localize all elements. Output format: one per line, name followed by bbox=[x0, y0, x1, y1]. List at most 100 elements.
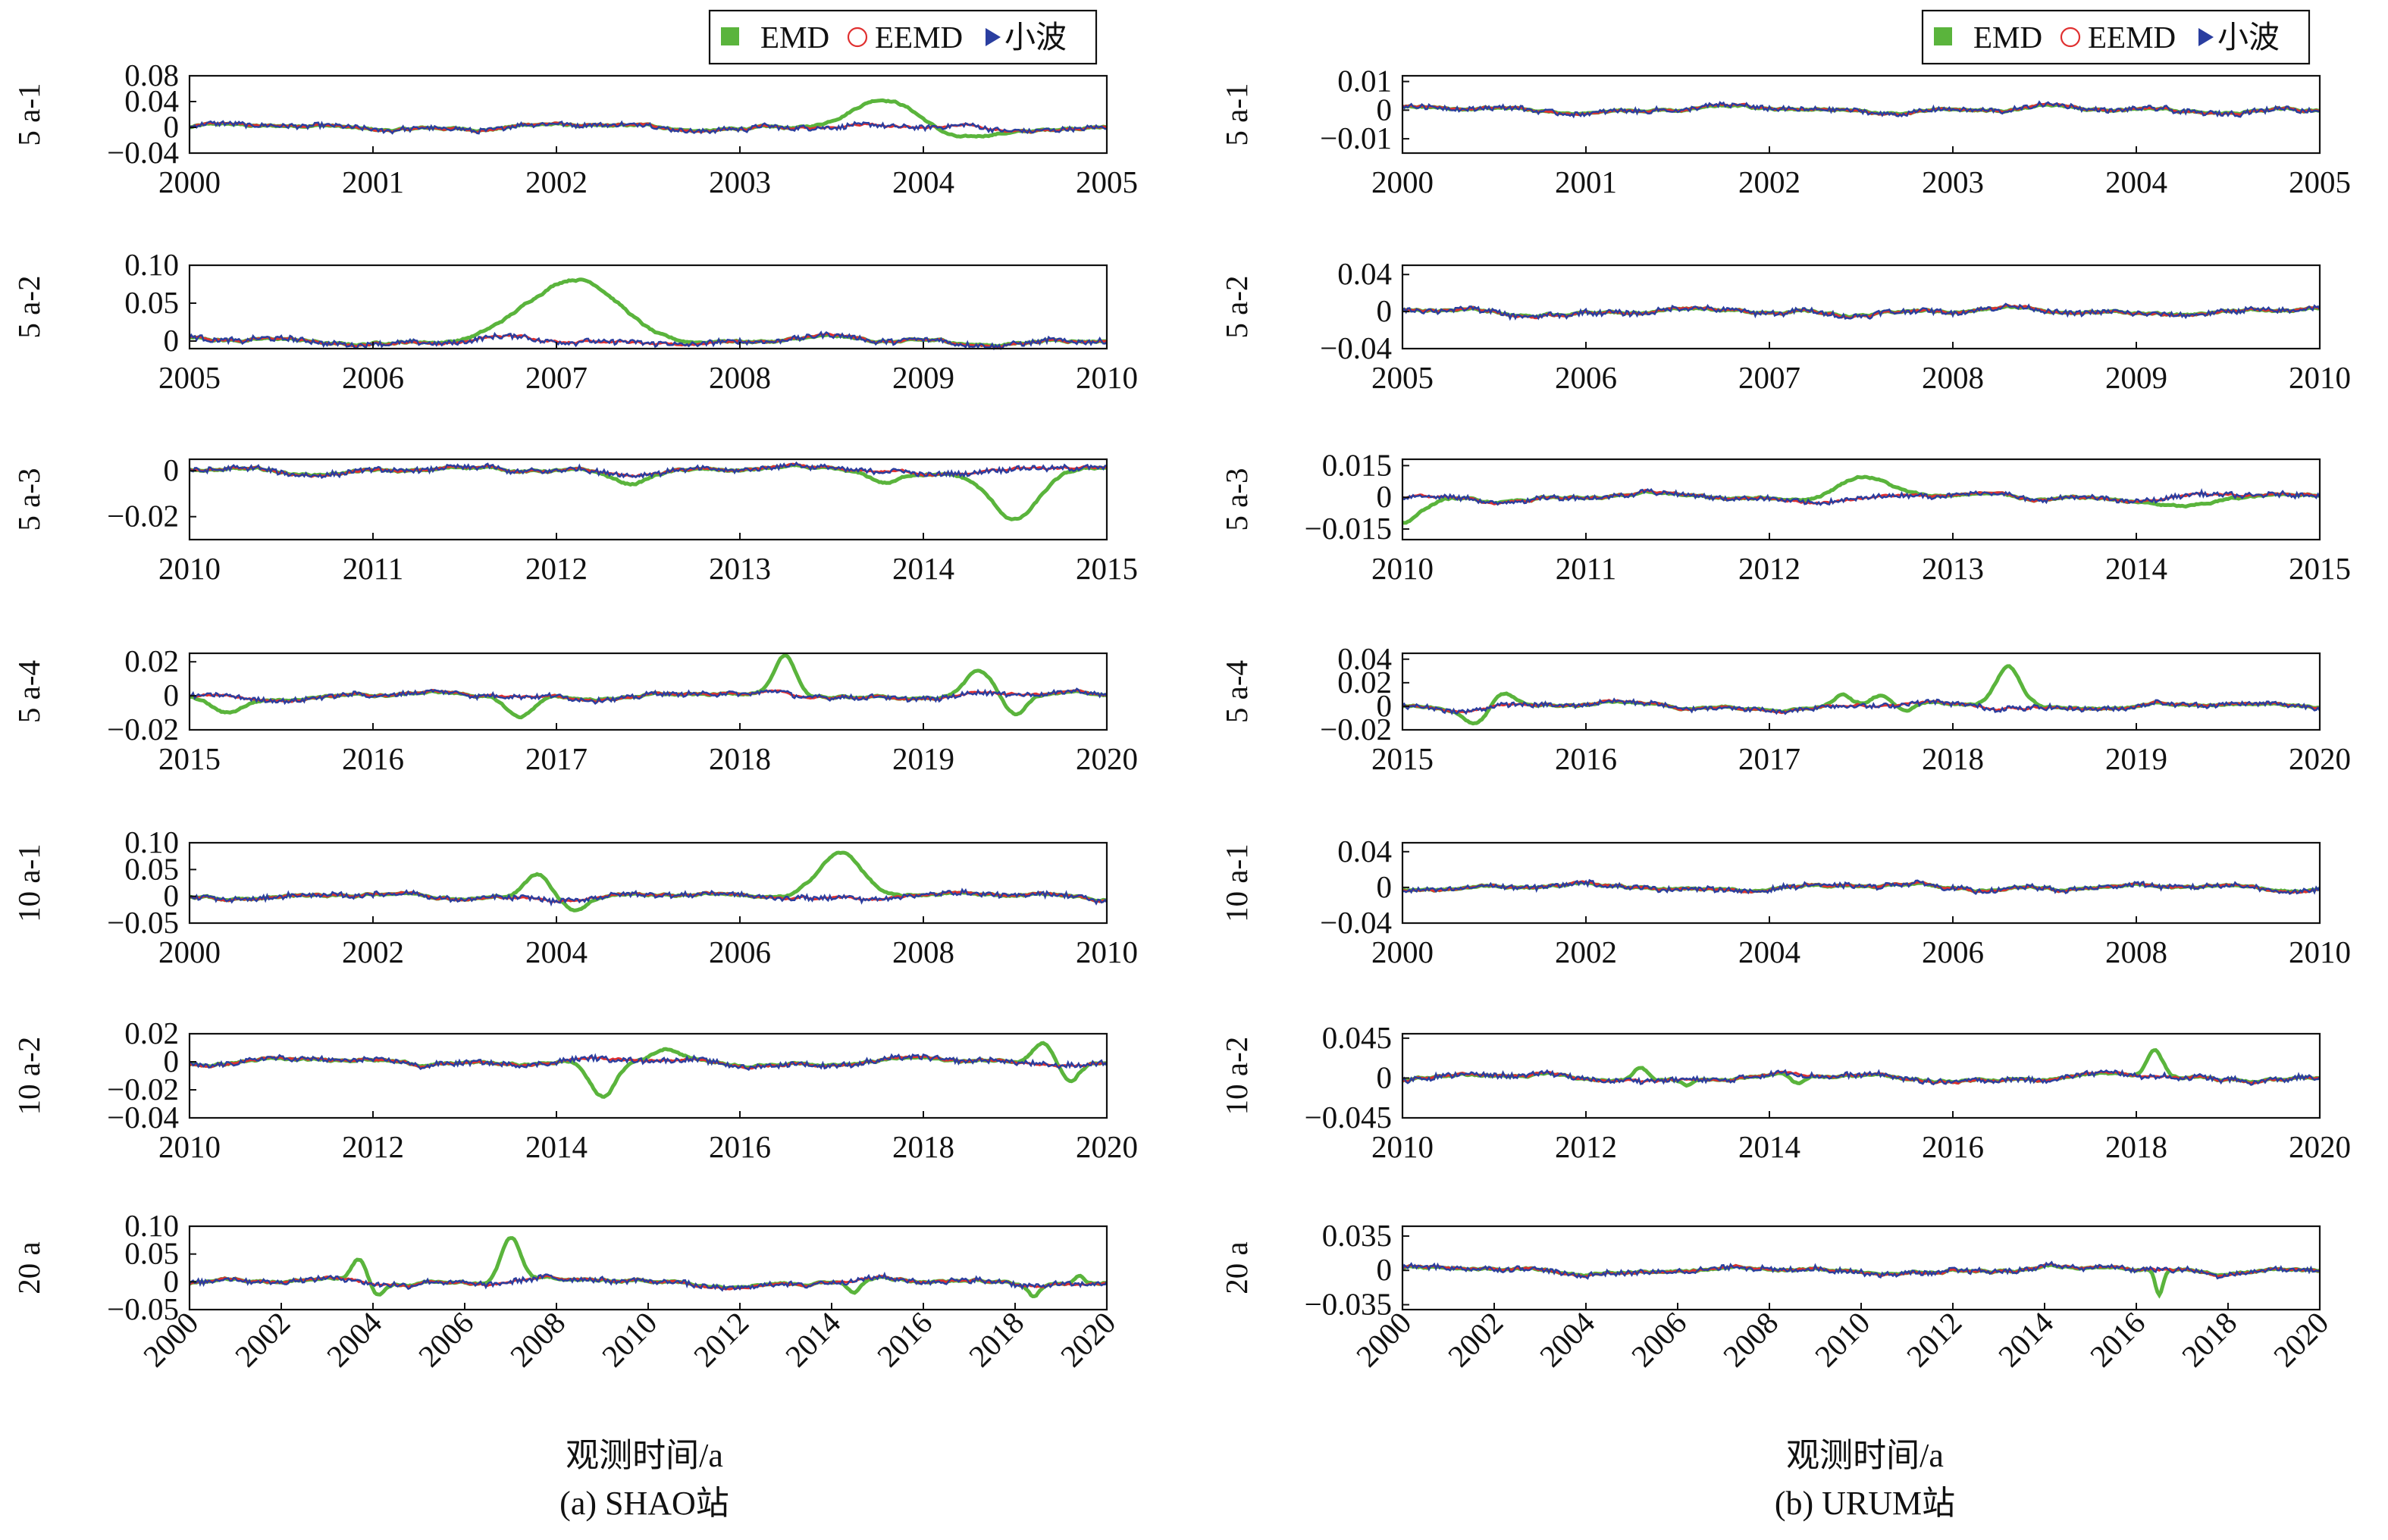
x-tick-label: 2014 bbox=[525, 1129, 588, 1164]
x-tick-label: 2010 bbox=[1808, 1305, 1877, 1374]
y-tick-label: 0 bbox=[164, 452, 180, 487]
series-emd-line bbox=[189, 277, 1108, 349]
series-wavelet-line bbox=[189, 887, 1108, 907]
y-tick-label: −0.04 bbox=[107, 135, 179, 170]
y-tick-label: 0.04 bbox=[1337, 641, 1392, 676]
y-tick-label: 0.04 bbox=[1337, 256, 1392, 291]
x-tick-label: 2015 bbox=[1076, 551, 1138, 586]
legend-right-frame bbox=[1921, 9, 2311, 65]
plot-frame bbox=[188, 652, 1108, 731]
x-tick-label: 2010 bbox=[158, 1129, 221, 1164]
x-tick-label: 2010 bbox=[595, 1305, 664, 1374]
series-emd-line bbox=[189, 653, 1108, 720]
y-tick-label: −0.04 bbox=[1320, 330, 1392, 365]
x-tick-label: 2020 bbox=[1076, 1129, 1138, 1164]
series-emd-line bbox=[189, 98, 1108, 139]
x-tick-label: 2007 bbox=[525, 360, 588, 395]
series-wavelet-line bbox=[1401, 1260, 2321, 1280]
x-tick-label: 2008 bbox=[709, 360, 771, 395]
x-tick-label: 2012 bbox=[342, 1129, 404, 1164]
x-tick-label: 2015 bbox=[1371, 741, 1434, 776]
y-axis-label: 20 a bbox=[11, 1241, 46, 1294]
x-tick-label: 2018 bbox=[709, 741, 771, 776]
series-wavelet-line bbox=[189, 1271, 1108, 1292]
legend-eemd-label: EEMD bbox=[2088, 20, 2176, 55]
y-tick-label: 0.045 bbox=[1322, 1020, 1392, 1055]
y-axis-label: 20 a bbox=[1219, 1241, 1254, 1294]
x-tick-label: 2017 bbox=[1738, 741, 1800, 776]
series-wavelet-line bbox=[189, 1053, 1108, 1072]
y-tick-label: −0.05 bbox=[107, 905, 179, 940]
x-tick-label: 2004 bbox=[2105, 164, 2167, 199]
x-tick-label: 2002 bbox=[525, 164, 588, 199]
x-tick-label: 2002 bbox=[1555, 934, 1617, 969]
caption-right: (b) URUM站 bbox=[1775, 1485, 1955, 1522]
x-tick-label: 2002 bbox=[1738, 164, 1800, 199]
y-tick-label: 0 bbox=[1377, 1252, 1393, 1287]
x-tick-label: 2000 bbox=[158, 164, 221, 199]
y-tick-label: 0.02 bbox=[124, 643, 179, 678]
x-tick-label: 2004 bbox=[1738, 934, 1800, 969]
x-tick-label: 2020 bbox=[2267, 1305, 2336, 1374]
x-tick-label: 2014 bbox=[2105, 551, 2167, 586]
legend-wavelet-marker bbox=[986, 28, 1001, 46]
x-tick-label: 2002 bbox=[1441, 1305, 1510, 1374]
plot-frame bbox=[1401, 652, 2321, 731]
series-emd-line bbox=[188, 1236, 1108, 1299]
x-tick-label: 2018 bbox=[1922, 741, 1984, 776]
y-tick-label: 0.05 bbox=[124, 285, 179, 320]
x-tick-label: 2018 bbox=[2175, 1305, 2244, 1374]
plot-frame bbox=[1401, 458, 2321, 541]
y-tick-label: 0 bbox=[164, 323, 180, 358]
x-tick-label: 2014 bbox=[1738, 1129, 1800, 1164]
x-tick-label: 2018 bbox=[962, 1305, 1031, 1374]
x-tick-label: 2020 bbox=[2289, 741, 2351, 776]
x-tick-label: 2012 bbox=[1555, 1129, 1617, 1164]
y-axis-label: 5 a-1 bbox=[11, 83, 46, 146]
y-tick-label: 0 bbox=[1377, 479, 1393, 514]
x-tick-label: 2008 bbox=[892, 934, 954, 969]
plot-frame bbox=[188, 264, 1108, 350]
y-tick-label: 0.05 bbox=[124, 1236, 179, 1271]
x-tick-label: 2014 bbox=[779, 1305, 848, 1374]
x-tick-label: 2007 bbox=[1738, 360, 1800, 395]
series-wavelet-line bbox=[1402, 488, 2321, 506]
x-tick-label: 2005 bbox=[1371, 360, 1434, 395]
x-tick-label: 2012 bbox=[525, 551, 588, 586]
x-tick-label: 2010 bbox=[2289, 360, 2351, 395]
legend-eemd-marker bbox=[847, 27, 868, 48]
y-axis-label: 5 a-3 bbox=[11, 468, 46, 531]
x-tick-label: 2005 bbox=[1076, 164, 1138, 199]
x-tick-label: 2011 bbox=[343, 551, 403, 586]
y-tick-label: −0.015 bbox=[1305, 511, 1392, 546]
y-tick-label: 0 bbox=[164, 109, 180, 144]
series-emd-line bbox=[189, 1041, 1108, 1099]
x-tick-label: 2001 bbox=[1555, 164, 1617, 199]
x-tick-label: 2014 bbox=[1992, 1305, 2061, 1374]
xlabel-right: 观测时间/a bbox=[1786, 1437, 1944, 1474]
legend-emd-marker bbox=[1934, 27, 1952, 45]
plot-frame bbox=[1401, 841, 2321, 925]
y-tick-label: 0.04 bbox=[124, 83, 179, 118]
y-tick-label: 0 bbox=[1377, 869, 1393, 904]
x-tick-label: 2016 bbox=[1922, 1129, 1984, 1164]
x-tick-label: 2020 bbox=[2289, 1129, 2351, 1164]
legend-wavelet-label: 小波 bbox=[1004, 20, 1067, 55]
y-tick-label: 0.08 bbox=[124, 58, 179, 92]
y-axis-label: 10 a-2 bbox=[1219, 1037, 1254, 1116]
y-tick-label: 0 bbox=[164, 878, 180, 913]
x-tick-label: 2013 bbox=[1922, 551, 1984, 586]
series-wavelet-line bbox=[189, 687, 1108, 706]
y-tick-label: 0 bbox=[1377, 688, 1393, 723]
caption-left: (a) SHAO站 bbox=[559, 1485, 729, 1522]
legend-wavelet-marker bbox=[2198, 28, 2214, 46]
x-tick-label: 2016 bbox=[342, 741, 404, 776]
x-tick-label: 2018 bbox=[2105, 1129, 2167, 1164]
x-tick-label: 2019 bbox=[892, 741, 954, 776]
plot-frame bbox=[188, 458, 1108, 541]
y-tick-label: −0.02 bbox=[107, 499, 179, 534]
